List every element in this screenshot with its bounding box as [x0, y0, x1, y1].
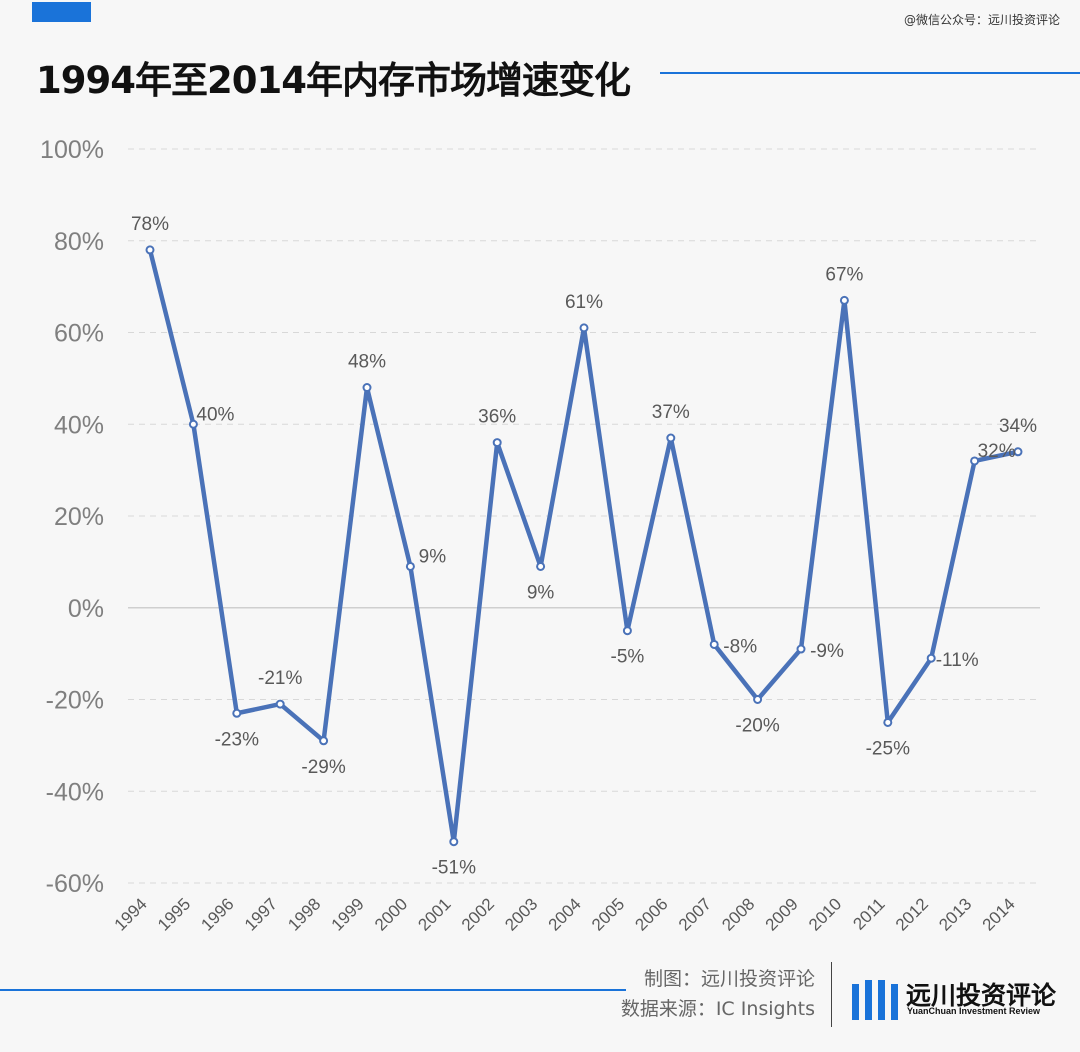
y-tick-label: 20% — [54, 503, 104, 531]
x-tick-label: 2010 — [805, 894, 845, 934]
data-label: 48% — [348, 352, 386, 373]
data-point — [709, 639, 719, 649]
data-label: -20% — [735, 716, 779, 737]
data-point — [188, 419, 198, 429]
data-point — [275, 699, 285, 709]
data-label: 9% — [419, 546, 447, 567]
footer-rule — [0, 989, 626, 991]
x-tick-label: 1996 — [197, 894, 237, 934]
data-label: 67% — [825, 264, 863, 285]
data-point — [666, 433, 676, 443]
y-tick-label: -60% — [46, 870, 104, 898]
data-label: -25% — [866, 738, 910, 759]
credit-block: 制图：远川投资评论 数据来源：IC Insights — [621, 964, 815, 1024]
brand-name: 远川投资评论 — [906, 981, 1057, 1010]
data-label: 61% — [565, 292, 603, 313]
x-tick-label: 2001 — [414, 894, 454, 934]
data-label: -21% — [258, 668, 302, 689]
x-tick-label: 2000 — [371, 894, 411, 934]
data-label: -29% — [301, 757, 345, 778]
data-label: -51% — [432, 858, 476, 879]
data-point — [449, 837, 459, 847]
watermark: @微信公众号：远川投资评论 — [903, 13, 1060, 27]
data-label: 32% — [978, 441, 1016, 462]
data-point — [362, 383, 372, 393]
data-point — [579, 323, 589, 333]
y-tick-label: -40% — [46, 778, 104, 806]
x-tick-label: 2012 — [892, 894, 932, 934]
x-tick-label: 1998 — [284, 894, 324, 934]
data-point — [622, 626, 632, 636]
x-tick-label: 2004 — [545, 894, 585, 934]
data-point — [536, 561, 546, 571]
x-tick-label: 2002 — [458, 894, 498, 934]
y-tick-label: 100% — [40, 136, 104, 164]
data-point — [232, 708, 242, 718]
credit-maker: 制图：远川投资评论 — [643, 968, 815, 990]
data-point — [405, 561, 415, 571]
line-chart: 100%80%60%40%20%0%-20%-40%-60%1994 1995 19… — [40, 136, 1040, 935]
y-tick-label: 80% — [54, 228, 104, 256]
data-label: 34% — [999, 416, 1037, 437]
data-label: 37% — [652, 402, 690, 423]
data-point — [796, 644, 806, 654]
x-tick-label: 2005 — [588, 894, 628, 934]
y-tick-label: 60% — [54, 320, 104, 348]
x-tick-label: 2011 — [849, 894, 888, 933]
title-rule — [660, 72, 1080, 74]
data-label: 36% — [478, 407, 516, 428]
x-tick-label: 1995 — [154, 894, 194, 934]
footer-divider — [831, 962, 832, 1027]
data-point — [145, 245, 155, 255]
x-tick-label: 1999 — [328, 894, 368, 934]
data-point — [839, 295, 849, 305]
x-tick-label: 2014 — [979, 894, 1019, 934]
x-tick-label: 2013 — [935, 894, 975, 934]
data-point — [970, 456, 980, 466]
data-label: 40% — [196, 404, 234, 425]
data-label: 78% — [131, 214, 169, 235]
y-tick-label: 0% — [68, 595, 104, 623]
y-tick-label: -20% — [46, 687, 104, 715]
brand-mark-icon — [852, 980, 900, 1020]
data-point — [753, 695, 763, 704]
data-label: -5% — [611, 647, 645, 668]
x-tick-label: 2008 — [718, 894, 758, 934]
data-point — [926, 653, 936, 663]
x-tick-label: 2006 — [631, 894, 671, 934]
header-accent-tab — [32, 2, 91, 22]
x-tick-label: 2007 — [675, 894, 715, 934]
x-tick-label: 1994 — [111, 894, 151, 934]
x-tick-label: 2009 — [762, 894, 802, 934]
chart-title: 1994年至2014年内存市场增速变化 — [36, 59, 631, 102]
data-label: -8% — [723, 636, 757, 657]
data-label: 9% — [527, 582, 555, 603]
data-point — [319, 736, 329, 746]
brand-english: YuanChuan Investment Review — [907, 1006, 1041, 1016]
data-point — [1013, 447, 1023, 457]
data-label: -23% — [215, 729, 259, 750]
data-point — [492, 438, 502, 448]
data-label: -9% — [810, 641, 844, 662]
data-label: -11% — [936, 650, 979, 671]
data-point — [883, 717, 893, 727]
x-tick-label: 1997 — [241, 894, 281, 934]
x-tick-label: 2003 — [501, 894, 541, 934]
credit-source: 数据来源：IC Insights — [620, 998, 815, 1020]
y-tick-label: 40% — [54, 411, 104, 439]
